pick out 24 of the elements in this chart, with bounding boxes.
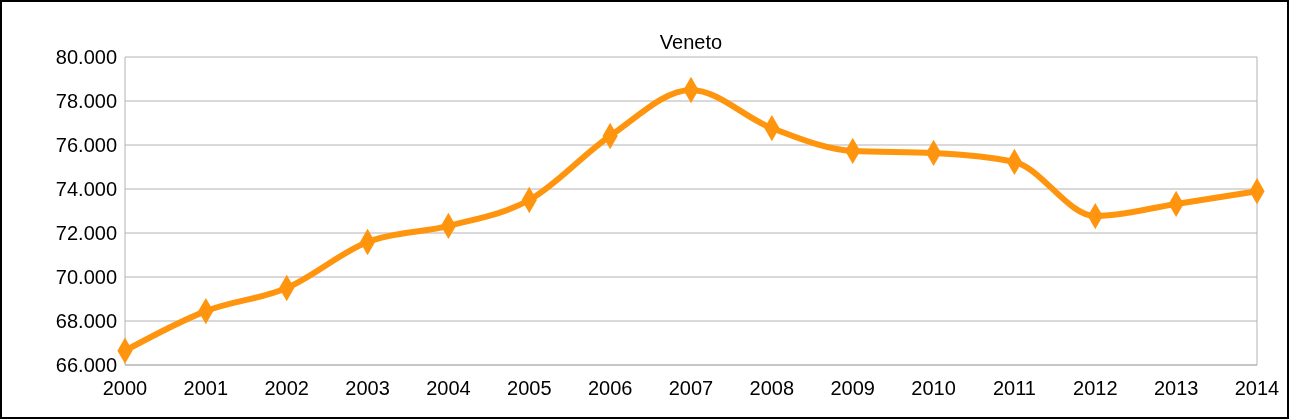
x-tick-label: 2006 (587, 377, 633, 399)
x-tick-label: 2001 (183, 377, 229, 399)
x-tick-label: 2002 (264, 377, 309, 399)
chart-title: Veneto (659, 31, 723, 53)
y-tick-label: 76.000 (55, 134, 117, 156)
x-tick-label: 2009 (830, 377, 875, 399)
y-tick-label: 66.000 (55, 354, 117, 376)
x-tick-label: 2003 (345, 377, 390, 399)
y-tick-label: 74.000 (55, 178, 117, 200)
x-tick-label: 2000 (102, 377, 148, 399)
x-tick-label: 2008 (749, 377, 795, 399)
x-tick-label: 2010 (911, 377, 956, 399)
x-tick-label: 2014 (1234, 377, 1280, 399)
x-tick-label: 2011 (992, 377, 1036, 399)
x-tick-label: 2005 (507, 377, 552, 399)
y-tick-label: 78.000 (55, 90, 117, 112)
y-tick-label: 72.000 (55, 222, 117, 244)
y-tick-label: 80.000 (55, 46, 117, 68)
x-tick-label: 2004 (426, 377, 471, 399)
x-tick-label: 2012 (1073, 377, 1118, 399)
x-tick-label: 2013 (1153, 377, 1199, 399)
y-tick-label: 68.000 (55, 310, 117, 332)
y-tick-label: 70.000 (55, 266, 117, 288)
x-tick-label: 2007 (668, 377, 714, 399)
